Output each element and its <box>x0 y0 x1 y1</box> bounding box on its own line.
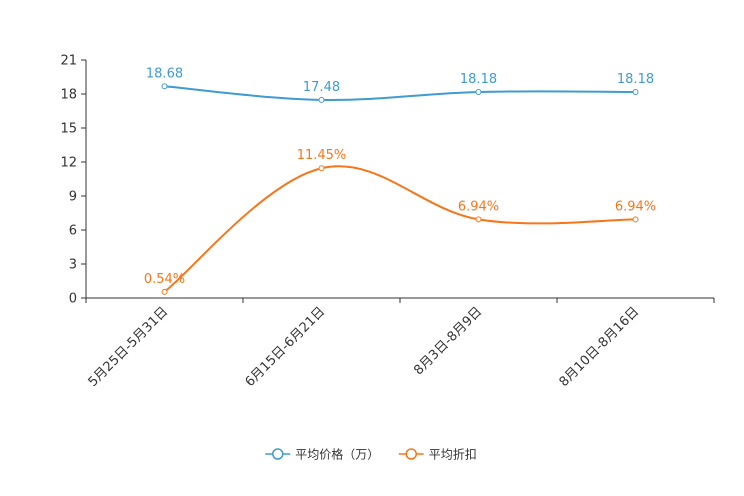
data-point <box>318 96 325 103</box>
data-label: 17.48 <box>303 80 340 95</box>
y-tick-label: 0 <box>69 292 77 307</box>
data-point <box>318 165 325 172</box>
legend-marker-icon <box>405 448 417 460</box>
series-line <box>163 165 636 293</box>
x-tick-label: 8月3日-8月9日 <box>411 304 485 378</box>
data-point <box>475 216 482 223</box>
data-label: 6.94% <box>615 199 656 214</box>
series-0: 18.68 17.48 18.18 18.18 <box>146 66 654 103</box>
series-line <box>164 85 636 101</box>
data-point <box>161 83 168 90</box>
data-point <box>475 88 482 95</box>
data-label: 18.18 <box>617 72 654 87</box>
axes: 0 3 6 9 12 15 18 21 5月25日-5月31日 6月15日-6月21日 8月3日-8… <box>60 54 715 390</box>
data-label: 18.68 <box>146 66 183 81</box>
legend-item-0: 平均价格（万） <box>265 447 379 462</box>
x-tick-label: 8月10日-8月16日 <box>557 304 643 390</box>
y-tick-label: 15 <box>60 122 77 137</box>
data-label: 0.54% <box>144 272 185 287</box>
series-1: 0.54% 11.45% 6.94% 6.94% <box>144 148 656 295</box>
data-label: 6.94% <box>458 199 499 214</box>
x-tick-label: 5月25日-5月31日 <box>86 304 172 390</box>
data-point <box>632 216 639 223</box>
y-tick-label: 18 <box>60 88 77 103</box>
data-point <box>161 288 168 295</box>
legend: 平均价格（万） 平均折扣 <box>265 447 477 462</box>
legend-label: 平均折扣 <box>429 447 477 462</box>
data-label: 18.18 <box>460 72 497 87</box>
data-point <box>632 88 639 95</box>
y-tick-label: 12 <box>60 156 77 171</box>
y-tick-label: 21 <box>60 54 77 69</box>
legend-label: 平均价格（万） <box>295 447 379 462</box>
data-label: 11.45% <box>297 148 347 163</box>
series-layer: 18.68 17.48 18.18 18.18 0.54% 11.45% 6.94% 6.94… <box>144 66 656 295</box>
legend-item-1: 平均折扣 <box>398 447 477 462</box>
legend-marker-icon <box>272 448 284 460</box>
x-tick-label: 6月15日-6月21日 <box>243 304 329 390</box>
y-tick-label: 3 <box>69 258 77 273</box>
y-tick-label: 6 <box>69 224 77 239</box>
y-tick-label: 9 <box>69 190 77 205</box>
